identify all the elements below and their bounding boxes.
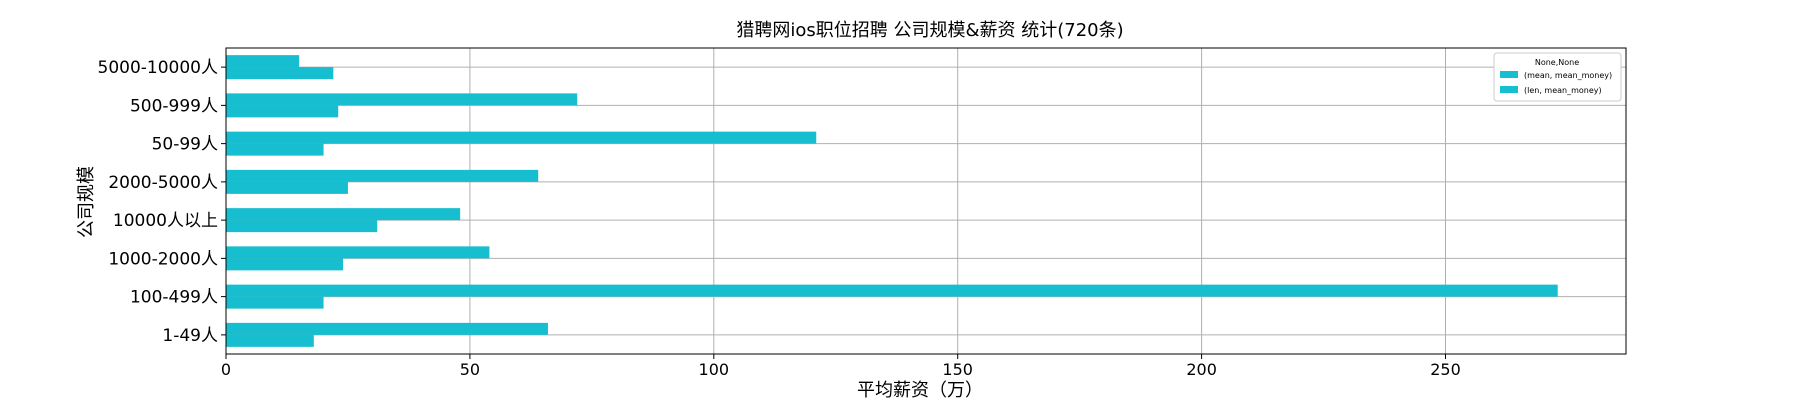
bar-mean-mean-money <box>226 93 578 106</box>
y-tick-label: 2000-5000人 <box>108 173 218 193</box>
bar-layer <box>226 55 1558 347</box>
bar-mean-mean-money <box>226 246 490 259</box>
bar-mean-mean-money <box>226 131 817 144</box>
legend-swatch-mean <box>1500 71 1518 78</box>
bar-mean-mean-money <box>226 169 539 182</box>
legend-label-len: (len, mean_money) <box>1524 86 1602 95</box>
x-tick-label: 0 <box>221 360 231 379</box>
y-tick-label: 10000人以上 <box>113 211 218 231</box>
bar-len-mean-money <box>226 67 334 80</box>
bar-len-mean-money <box>226 296 324 309</box>
plot-frame <box>225 47 1627 355</box>
x-tick-label: 250 <box>1430 360 1461 379</box>
x-tick-label: 200 <box>1186 360 1217 379</box>
bar-len-mean-money <box>226 220 378 233</box>
y-tick-label: 1-49人 <box>162 326 218 346</box>
x-tick-label: 100 <box>699 360 730 379</box>
bar-len-mean-money <box>226 334 314 347</box>
bar-len-mean-money <box>226 143 324 156</box>
y-tick-label: 50-99人 <box>152 135 218 155</box>
x-tick-label: 50 <box>460 360 480 379</box>
legend-swatch-len <box>1500 86 1518 93</box>
y-axis-label: 公司规模 <box>76 166 97 238</box>
bar-mean-mean-money <box>226 322 548 335</box>
bar-mean-mean-money <box>226 55 300 68</box>
legend-label-mean: (mean, mean_money) <box>1524 71 1612 80</box>
bar-len-mean-money <box>226 181 348 194</box>
bar-mean-mean-money <box>226 208 461 221</box>
bar-len-mean-money <box>226 105 339 118</box>
legend-title: None,None <box>1535 58 1579 67</box>
legend-frame <box>1493 52 1622 102</box>
y-tick-label: 1000-2000人 <box>108 249 218 269</box>
x-tick-label: 150 <box>942 360 973 379</box>
tick-layer: 0 50 100 150 200 250 1-49人 100-499人 1000-2000人 10… <box>98 58 1461 379</box>
chart-title: 猎聘网ios职位招聘 公司规模&薪资 统计(720条) <box>736 20 1123 41</box>
legend: None,None (mean, mean_money) (len, mean_… <box>1493 52 1622 102</box>
y-tick-label: 500-999人 <box>130 96 218 116</box>
bar-mean-mean-money <box>226 284 1558 297</box>
y-tick-label: 100-499人 <box>130 288 218 308</box>
y-tick-label: 5000-10000人 <box>98 58 218 78</box>
bar-len-mean-money <box>226 258 344 271</box>
x-axis-label: 平均薪资（万） <box>857 380 983 401</box>
